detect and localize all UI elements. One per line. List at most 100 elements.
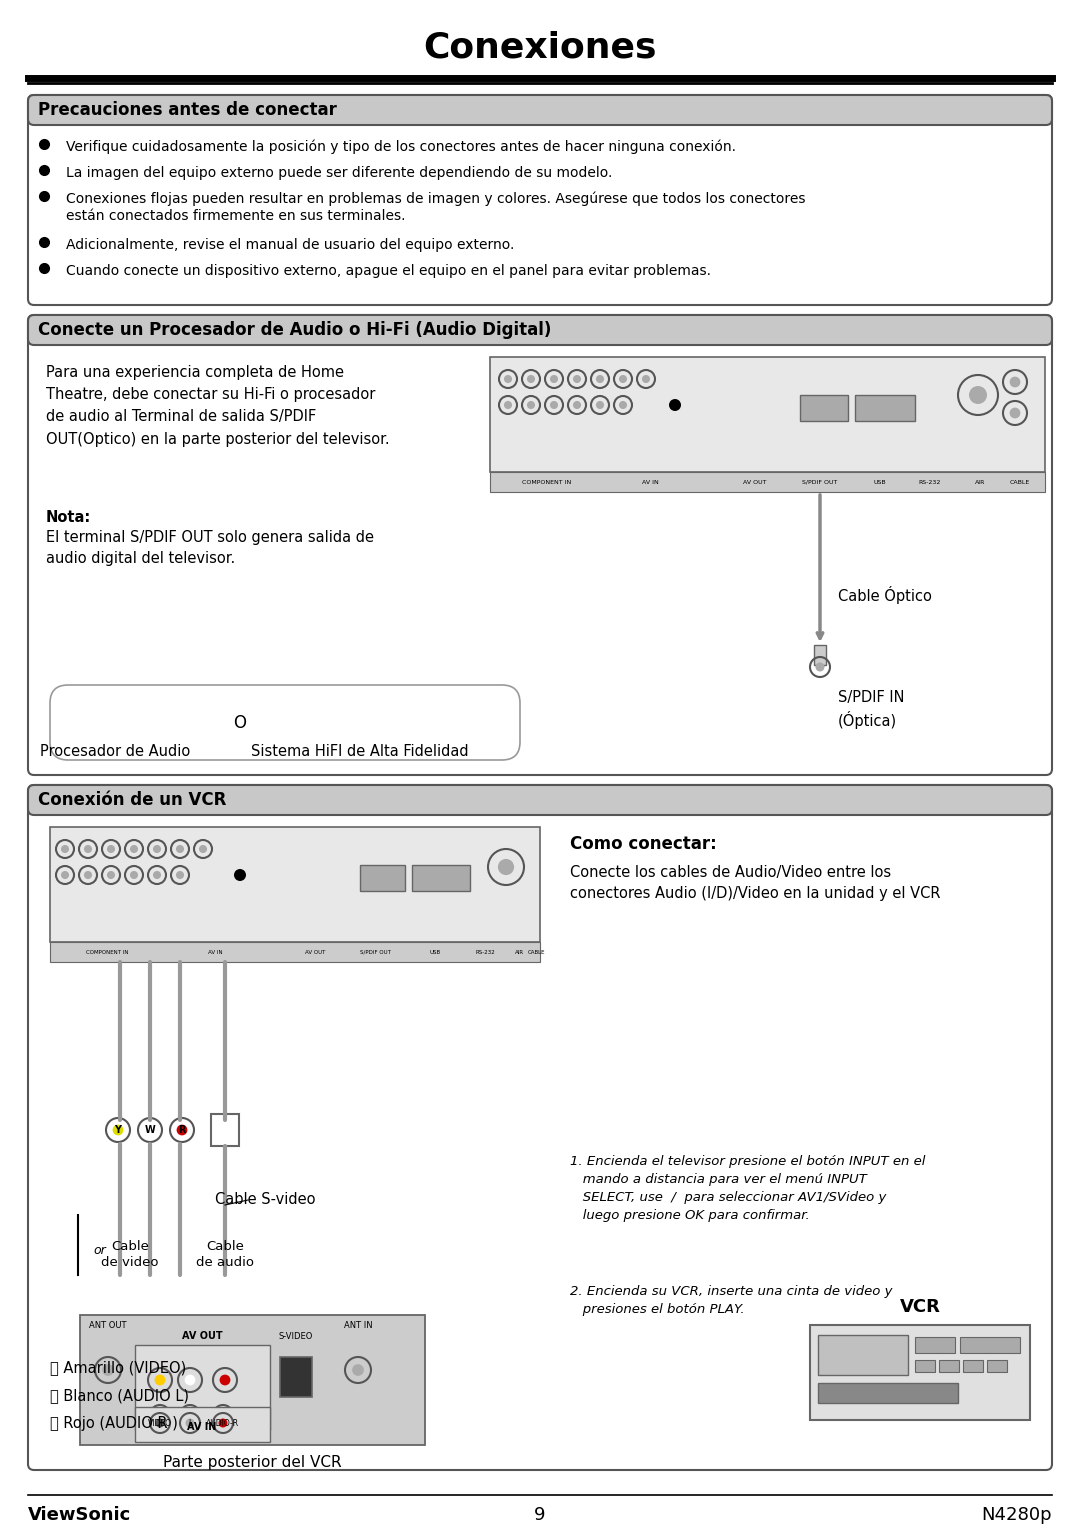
FancyBboxPatch shape [28,95,1052,125]
Circle shape [969,386,987,405]
Text: AV OUT: AV OUT [305,950,325,954]
Text: O: O [233,715,246,731]
Text: S/PDIF OUT: S/PDIF OUT [802,479,838,484]
Bar [963,1361,983,1371]
Circle shape [153,870,161,880]
Circle shape [815,663,824,672]
Text: 2. Encienda su VCR, inserte una cinta de video y
   presiones el botón PLAY.: 2. Encienda su VCR, inserte una cinta de… [570,1286,892,1316]
Text: AIR: AIR [975,479,985,484]
Circle shape [352,1364,364,1376]
Circle shape [218,1419,228,1428]
Bar [360,864,405,890]
Bar [800,395,848,421]
Text: COMPONENT IN: COMPONENT IN [85,950,129,954]
Circle shape [504,402,512,409]
Text: Precauciones antes de conectar: Precauciones antes de conectar [38,101,337,119]
Text: AUDIO-R: AUDIO-R [206,1419,240,1428]
Text: AIR: AIR [515,950,525,954]
Text: Conecte un Procesador de Audio o Hi-Fi (Audio Digital): Conecte un Procesador de Audio o Hi-Fi (… [38,321,552,339]
Text: Conecte los cables de Audio/Video entre los
conectores Audio (I/D)/Video en la u: Conecte los cables de Audio/Video entre … [570,864,941,901]
Circle shape [186,1419,194,1428]
Circle shape [669,399,681,411]
Text: or: or [93,1243,106,1257]
Bar [960,1338,1020,1353]
Text: L: L [188,1419,192,1428]
Circle shape [84,870,92,880]
Text: Conexiones: Conexiones [423,31,657,66]
Circle shape [177,1124,188,1136]
Text: RS-232: RS-232 [919,479,941,484]
Text: R: R [178,1125,186,1135]
Bar [490,472,1045,492]
Text: VIDEO: VIDEO [148,1419,172,1428]
Circle shape [60,870,69,880]
Text: USB: USB [874,479,887,484]
Text: Sistema HiFI de Alta Fidelidad: Sistema HiFI de Alta Fidelidad [252,745,469,759]
FancyBboxPatch shape [50,686,519,760]
FancyBboxPatch shape [28,785,1052,1471]
Circle shape [527,376,535,383]
Bar [987,1361,1007,1371]
Bar [939,1361,959,1371]
Text: Adicionalmente, revise el manual de usuario del equipo externo.: Adicionalmente, revise el manual de usua… [66,238,514,252]
Text: Nota:: Nota: [46,510,91,525]
Bar [50,828,540,942]
Text: ANT IN: ANT IN [343,1321,373,1330]
Circle shape [185,1374,195,1385]
Text: AV IN: AV IN [642,479,659,484]
Circle shape [112,1124,123,1136]
Text: Verifique cuidadosamente la posición y tipo de los conectores antes de hacer nin: Verifique cuidadosamente la posición y t… [66,140,735,154]
Text: W: W [145,1125,156,1135]
Bar [411,864,470,890]
Bar [818,1383,958,1403]
Text: CABLE: CABLE [528,950,545,954]
Bar [80,1315,426,1445]
Circle shape [1010,408,1021,418]
Circle shape [176,870,184,880]
Circle shape [176,844,184,854]
Text: USB: USB [430,950,441,954]
Circle shape [596,402,604,409]
Text: Cable Óptico: Cable Óptico [838,586,932,605]
Text: Conexiones flojas pueden resultar en problemas de imagen y colores. Asegúrese qu: Conexiones flojas pueden resultar en pro… [66,192,806,223]
Bar [280,1358,312,1397]
Circle shape [84,844,92,854]
Text: S-VIDEO: S-VIDEO [279,1332,313,1341]
Bar [135,1345,270,1429]
Circle shape [103,1364,113,1376]
Text: RS-232: RS-232 [475,950,495,954]
Text: El terminal S/PDIF OUT solo genera salida de
audio digital del televisor.: El terminal S/PDIF OUT solo genera salid… [46,530,374,567]
FancyBboxPatch shape [28,315,1052,345]
Bar [818,1335,908,1374]
Circle shape [154,1374,165,1385]
Circle shape [107,844,116,854]
Text: 1. Encienda el televisor presione el botón INPUT en el
   mando a distancia para: 1. Encienda el televisor presione el bot… [570,1154,926,1222]
Circle shape [156,1419,164,1428]
Circle shape [527,402,535,409]
Text: Parte posterior del VCR: Parte posterior del VCR [163,1455,341,1471]
Circle shape [498,858,514,875]
Text: AV IN: AV IN [187,1422,217,1432]
Circle shape [596,376,604,383]
Bar [810,1325,1030,1420]
Circle shape [1010,377,1021,388]
Bar [135,1406,270,1441]
Circle shape [145,1124,156,1136]
Bar [50,942,540,962]
Circle shape [234,869,246,881]
Text: Como conectar:: Como conectar: [570,835,717,854]
Text: Ⓠ Blanco (AUDIO L): Ⓠ Blanco (AUDIO L) [50,1388,189,1403]
Text: Procesador de Audio: Procesador de Audio [40,745,190,759]
Circle shape [130,870,138,880]
Text: 9: 9 [535,1506,545,1524]
Text: Para una experiencia completa de Home
Theatre, debe conectar su Hi-Fi o procesad: Para una experiencia completa de Home Th… [46,365,390,446]
Circle shape [573,402,581,409]
Circle shape [130,844,138,854]
Circle shape [573,376,581,383]
Text: S/PDIF IN
(Óptica): S/PDIF IN (Óptica) [838,690,905,728]
Bar [855,395,915,421]
Text: VCR: VCR [900,1298,941,1316]
Circle shape [619,402,627,409]
Bar [915,1361,935,1371]
Bar [490,357,1045,472]
